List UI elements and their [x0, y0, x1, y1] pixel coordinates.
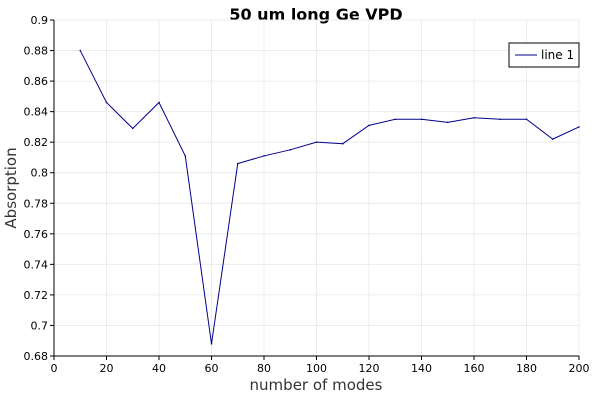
- x-axis-label: number of modes: [250, 376, 383, 394]
- x-tick-label: 160: [464, 362, 485, 375]
- y-tick-label: 0.76: [24, 228, 49, 241]
- x-tick-label: 100: [306, 362, 327, 375]
- data-point: [315, 141, 318, 143]
- x-tick-label: 0: [51, 362, 58, 375]
- y-tick-label: 0.72: [24, 289, 49, 302]
- data-point: [394, 118, 397, 121]
- x-tick-label: 120: [359, 362, 380, 375]
- data-point: [158, 101, 160, 104]
- data-point: [105, 101, 108, 104]
- data-point: [79, 49, 82, 52]
- data-point: [263, 155, 265, 157]
- y-tick-label: 0.88: [24, 45, 49, 58]
- x-tick-label: 20: [100, 362, 114, 375]
- x-tick-label: 80: [257, 362, 271, 375]
- y-tick-label: 0.8: [31, 167, 49, 180]
- y-tick-label: 0.7: [31, 319, 49, 332]
- y-axis-label: Absorption: [2, 147, 20, 228]
- x-tick-label: 60: [205, 362, 219, 375]
- data-point: [236, 162, 239, 165]
- data-point: [473, 116, 475, 119]
- data-point: [420, 118, 423, 121]
- data-point: [131, 127, 134, 130]
- data-point: [184, 155, 187, 157]
- y-tick-label: 0.9: [31, 14, 49, 27]
- axes: [50, 19, 580, 360]
- y-tick-label: 0.68: [24, 350, 49, 363]
- data-point: [210, 342, 213, 345]
- data-point: [551, 138, 554, 140]
- y-tick-label: 0.86: [24, 75, 49, 88]
- x-tick-label: 180: [516, 362, 537, 375]
- tick-labels: 0 20 40 60 80 100 120 140 160 180 200 0.68 0.7 0.72 0.…: [24, 14, 590, 375]
- x-tick-label: 140: [411, 362, 432, 375]
- x-tick-label: 200: [569, 362, 590, 375]
- legend-label-line-1: line 1: [541, 48, 574, 62]
- legend: line 1: [508, 42, 580, 68]
- y-tick-label: 0.84: [24, 106, 49, 119]
- series-line-1: [79, 50, 580, 344]
- data-point: [499, 118, 502, 121]
- chart-title: 50 um long Ge VPD: [229, 5, 402, 24]
- data-point: [289, 149, 292, 151]
- data-point: [578, 126, 580, 128]
- series-lines: [79, 49, 580, 345]
- x-tick-label: 40: [152, 362, 166, 375]
- data-point: [368, 124, 370, 127]
- gridlines: [54, 19, 580, 356]
- data-point: [341, 142, 344, 145]
- y-tick-label: 0.74: [24, 258, 49, 271]
- y-tick-label: 0.82: [24, 136, 49, 149]
- data-point: [525, 118, 528, 121]
- data-point: [446, 121, 449, 124]
- y-tick-label: 0.78: [24, 197, 49, 210]
